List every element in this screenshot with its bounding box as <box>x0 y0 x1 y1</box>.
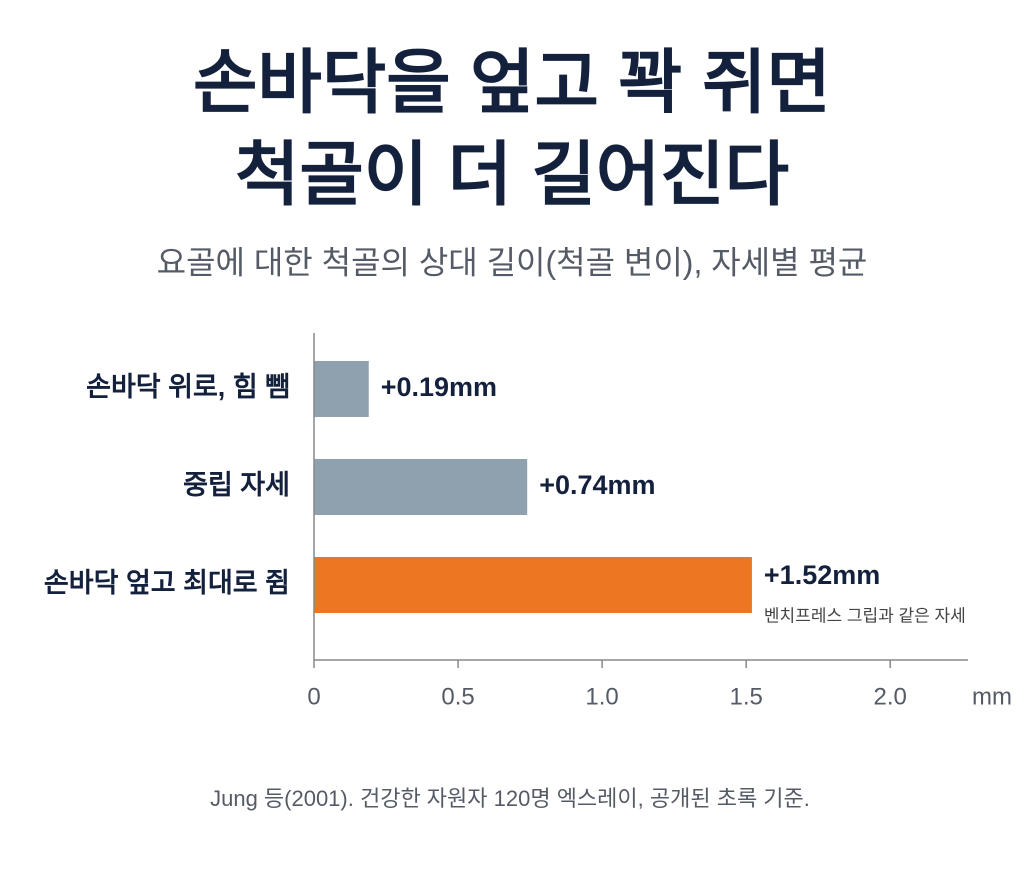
value-label: +1.52mm <box>764 560 880 590</box>
y-tick-label: 손바닥 엎고 최대로 쥠 <box>44 568 290 598</box>
y-tick-label: 중립 자세 <box>183 470 290 500</box>
annotation: 벤치프레스 그립과 같은 자세 <box>764 606 966 625</box>
value-label: +0.74mm <box>539 470 655 500</box>
x-tick-label: 2.0 <box>874 683 907 710</box>
x-tick-label: 1.5 <box>729 683 762 710</box>
bar <box>314 459 528 515</box>
x-axis-label: mm <box>972 683 1012 710</box>
chart-title: 척골이 더 길어진다 <box>235 135 789 213</box>
bar <box>314 361 369 417</box>
x-tick-label: 1.0 <box>585 683 618 710</box>
value-label: +0.19mm <box>381 372 497 402</box>
x-tick-label: 0.5 <box>441 683 474 710</box>
x-tick-label: 0 <box>307 683 320 710</box>
y-tick-label: 손바닥 위로, 힘 뺌 <box>86 372 290 402</box>
bar <box>314 557 752 613</box>
chart-title: 손바닥을 엎고 꽉 쥐면 <box>193 43 831 121</box>
source-note: Jung 등(2001). 건강한 자원자 120명 엑스레이, 공개된 초록 … <box>210 786 810 811</box>
chart-subtitle: 요골에 대한 척골의 상대 길이(척골 변이), 자세별 평균 <box>157 244 868 280</box>
